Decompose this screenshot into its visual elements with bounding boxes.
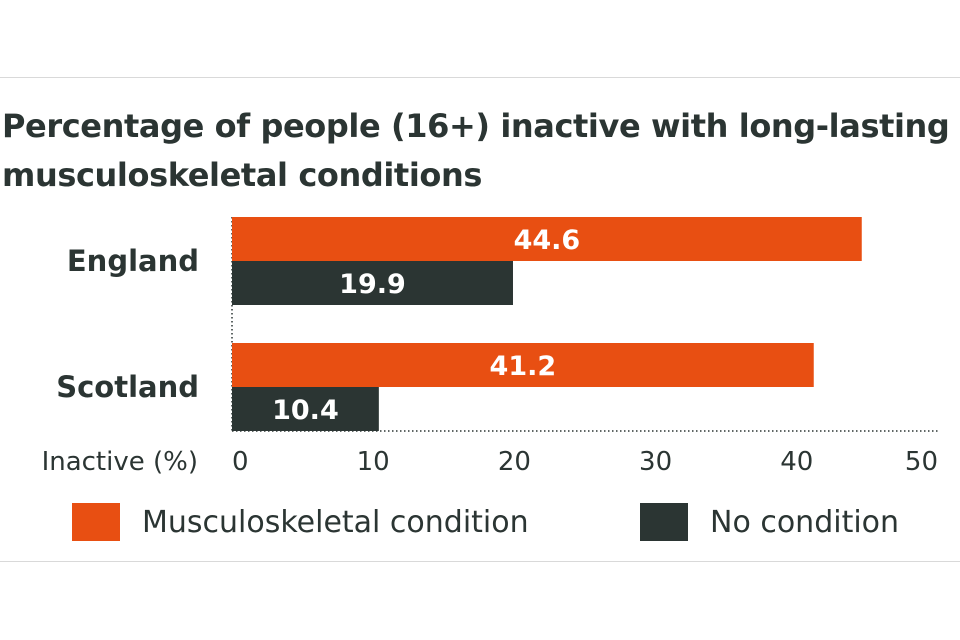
chart-title: Percentage of people (16+) inactive with… <box>2 107 950 194</box>
data-label-scotland-musculoskeletal-condition: 41.2 <box>490 351 557 382</box>
legend-item-no-condition: No condition <box>640 500 899 544</box>
legend-label-no-condition: No condition <box>710 504 900 540</box>
x-tick-label-0: 0 <box>232 447 249 477</box>
bar-england-musculoskeletal-condition <box>232 217 862 261</box>
data-label-england-musculoskeletal-condition: 44.6 <box>514 225 581 256</box>
legend-label-musculoskeletal: Musculoskeletal condition <box>142 504 529 540</box>
legend-swatch-no-condition <box>640 503 688 541</box>
x-tick-label-50: 50 <box>905 447 938 477</box>
top-divider <box>0 77 960 78</box>
legend-swatch-musculoskeletal <box>72 503 120 541</box>
bar-scotland-musculoskeletal-condition <box>232 343 814 387</box>
x-tick-label-40: 40 <box>780 447 813 477</box>
bar-scotland-no-condition <box>232 387 379 431</box>
x-axis-title: Inactive (%) <box>42 447 198 477</box>
x-tick-label-30: 30 <box>639 447 672 477</box>
bar-chart: England 44.6 19.9 Scotland 41.2 10.4 0 10 20 30 40… <box>42 217 938 477</box>
legend-item-musculoskeletal: Musculoskeletal condition <box>72 500 529 544</box>
category-label-england: England <box>67 244 199 278</box>
x-tick-label-10: 10 <box>357 447 390 477</box>
data-label-england-no-condition: 19.9 <box>339 269 406 300</box>
bottom-divider <box>0 561 960 562</box>
data-label-scotland-no-condition: 10.4 <box>272 395 339 426</box>
category-label-scotland: Scotland <box>56 370 199 404</box>
x-tick-label-20: 20 <box>498 447 531 477</box>
bar-england-no-condition <box>232 261 513 305</box>
